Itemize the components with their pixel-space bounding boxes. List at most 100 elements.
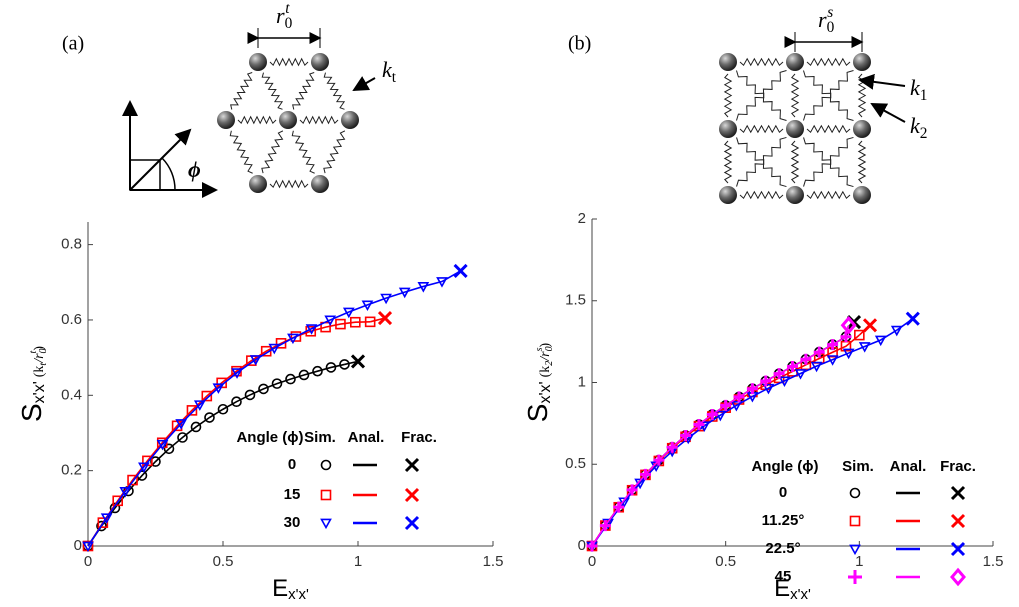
y-label-units: /r: [538, 351, 553, 362]
atom: [786, 53, 804, 71]
x-label-symbol: E: [272, 575, 288, 602]
symbol-label: k2: [910, 113, 927, 141]
x-tick-label: 0: [588, 553, 596, 570]
figure: r0tktϕr0sk1k2 (a)00.511.500.20.40.60.8Ex…: [0, 0, 1019, 607]
spring: [807, 126, 850, 132]
analytical-line: [592, 330, 897, 546]
legend-fracture-symbol: [406, 459, 418, 471]
legend-fracture-symbol: [952, 515, 964, 527]
spring: [324, 73, 344, 110]
x-label-subscript: x'x': [790, 586, 811, 603]
spring: [293, 73, 315, 110]
legend-fracture-symbol: [952, 487, 964, 499]
spring: [725, 141, 731, 183]
spring: [270, 181, 308, 187]
fracture-marker: [352, 355, 364, 367]
spring: [736, 70, 786, 120]
y-axis-label: Sx'x'(k2/r0s): [522, 342, 555, 422]
symbol-sub: t: [392, 69, 397, 86]
y-tick-label: 2: [578, 210, 586, 227]
y-tick-label: 1: [578, 373, 586, 390]
angle-symbol: ϕ: [188, 157, 201, 182]
legend-title: Angle (ϕ): [236, 429, 303, 446]
angle-arc: [162, 158, 175, 190]
x-tick-label: 1: [855, 553, 863, 570]
spring: [300, 117, 338, 123]
spring: [238, 117, 276, 123]
legend-symbol: [322, 491, 331, 500]
x-tick-label: 1.5: [483, 553, 504, 570]
x-tick-label: 0.5: [213, 553, 234, 570]
legend-column: Anal.: [348, 429, 385, 446]
y-tick-label: 0.2: [61, 462, 82, 479]
atom: [719, 186, 737, 204]
symbol-label: k1: [910, 75, 927, 103]
spring: [231, 73, 253, 110]
atom: [311, 53, 329, 71]
legend-symbol: [322, 461, 331, 470]
y-label-units: (k: [32, 366, 47, 378]
symbol-sup: t: [285, 0, 290, 17]
legend-label: 45: [775, 568, 792, 585]
symbol-sup: s: [827, 4, 833, 21]
spring: [324, 131, 345, 173]
y-label-symbol: S: [16, 403, 47, 422]
spring: [803, 70, 853, 120]
analytical-line: [88, 364, 345, 546]
panel-label: (b): [568, 33, 591, 55]
y-tick-label: 0.5: [565, 455, 586, 472]
legend-symbol: [851, 517, 860, 526]
y-tick-label: 0: [74, 537, 82, 554]
panel-label: (a): [62, 33, 84, 55]
schematics: r0t kt ϕ r0s k1 k2: [130, 0, 927, 204]
page: {"chart_data": [ {"type": "line", "panel…: [0, 0, 1019, 607]
legend-fracture-symbol: [952, 543, 964, 555]
y-label-units: /r: [32, 353, 47, 364]
legend-fracture-symbol: [406, 489, 418, 501]
atom: [249, 175, 267, 193]
legend-column: Frac.: [401, 429, 437, 446]
symbol-sub: 2: [920, 125, 928, 142]
x-tick-label: 1: [354, 553, 362, 570]
fracture-marker: [907, 313, 919, 325]
spring: [740, 126, 783, 132]
y-tick-label: 0.8: [61, 236, 82, 253]
spring: [292, 131, 314, 174]
y-label-units: ): [538, 342, 553, 347]
pointer-arrow: [860, 80, 905, 86]
spring: [230, 131, 252, 174]
symbol-label: r0s: [818, 4, 835, 36]
symbol-sub: 0: [827, 19, 835, 36]
y-tick-label: 0: [578, 537, 586, 554]
legend-column: Sim.: [842, 458, 874, 475]
spring: [740, 192, 783, 198]
legend-title: Angle (ϕ): [751, 458, 818, 475]
spring: [803, 70, 853, 120]
legend-label: 30: [284, 514, 301, 531]
y-tick-label: 1.5: [565, 292, 586, 309]
legend-column: Anal.: [890, 458, 927, 475]
legend-label: 0: [779, 484, 787, 501]
symbol-label: kt: [382, 57, 397, 85]
fracture-marker: [455, 265, 467, 277]
legend-fracture-symbol: [952, 570, 964, 584]
legend-column: Sim.: [304, 429, 336, 446]
spring: [804, 137, 854, 186]
spring: [740, 59, 783, 65]
atom: [719, 53, 737, 71]
legend-column: Frac.: [940, 458, 976, 475]
spring: [736, 70, 786, 120]
legend-label: 22.5°: [765, 540, 800, 557]
y-label-symbol: S: [522, 404, 553, 423]
atom: [341, 111, 359, 129]
spring: [807, 192, 850, 198]
atom: [249, 53, 267, 71]
symbol-sub: 0: [285, 15, 293, 32]
spring: [725, 74, 731, 117]
atom: [311, 175, 329, 193]
atom: [853, 120, 871, 138]
y-tick-label: 0.6: [61, 311, 82, 328]
x-axis-label: Ex'x': [272, 575, 309, 603]
symbol-label: r0t: [276, 0, 293, 32]
y-axis-label: Sx'x'(kt/r0t): [16, 346, 49, 422]
